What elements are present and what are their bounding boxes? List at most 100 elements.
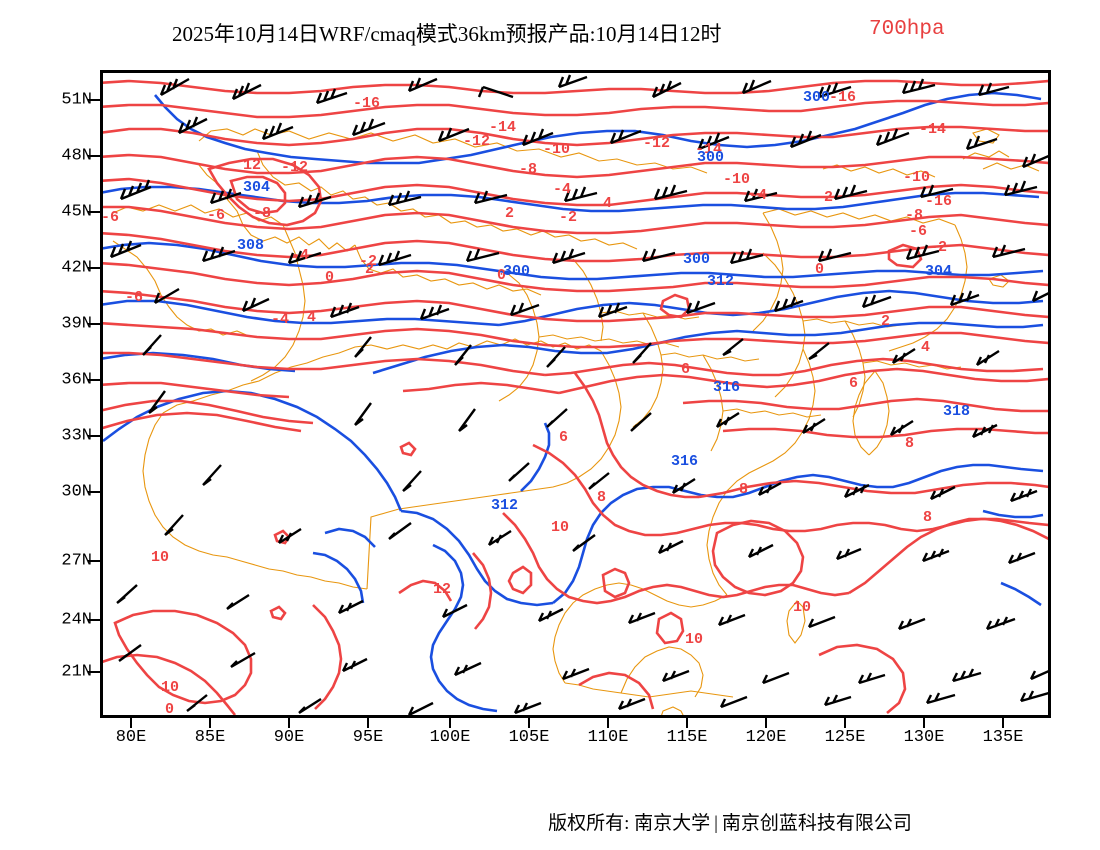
- svg-text:4: 4: [921, 339, 930, 356]
- svg-text:300: 300: [803, 89, 830, 106]
- svg-text:-8: -8: [519, 161, 537, 178]
- y-tickmark: [88, 560, 100, 562]
- svg-text:-4: -4: [553, 181, 571, 198]
- svg-text:4: 4: [307, 309, 316, 326]
- x-tickmark: [288, 718, 290, 728]
- svg-text:-14: -14: [695, 141, 722, 158]
- svg-text:-16: -16: [353, 95, 380, 112]
- isotherm-label-group: -16 -16 -16 -14 -14 -14 -12 -12 -12 -10 …: [103, 89, 952, 715]
- svg-text:-6: -6: [103, 209, 119, 226]
- x-tick-110e: 110E: [587, 728, 629, 747]
- svg-text:308: 308: [237, 237, 264, 254]
- footer-bar: 版权所有: 南京大学 | 南京创蓝科技有限公司: [0, 808, 1100, 835]
- y-tickmark: [88, 619, 100, 621]
- svg-text:10: 10: [551, 519, 569, 536]
- y-tickmark: [88, 491, 100, 493]
- svg-text:-10: -10: [723, 171, 750, 188]
- svg-text:-4: -4: [291, 247, 309, 264]
- x-tick-100e: 100E: [429, 728, 471, 747]
- svg-text:-14: -14: [919, 121, 946, 138]
- y-tickmark: [88, 379, 100, 381]
- y-tick-51n: 51N: [61, 90, 92, 110]
- svg-text:2: 2: [505, 205, 514, 222]
- svg-text:-2: -2: [559, 209, 577, 226]
- x-tick-105e: 105E: [508, 728, 550, 747]
- y-tick-42n: 42N: [61, 258, 92, 278]
- svg-text:0: 0: [325, 269, 334, 286]
- svg-text:10: 10: [161, 679, 179, 696]
- svg-text:316: 316: [671, 453, 698, 470]
- svg-text:-4: -4: [749, 187, 767, 204]
- svg-text:304: 304: [243, 179, 270, 196]
- pressure-level-label: 700hpa: [869, 18, 945, 41]
- y-tick-36n: 36N: [61, 370, 92, 390]
- y-tick-27n: 27N: [61, 551, 92, 571]
- y-tickmark: [88, 267, 100, 269]
- x-tick-120e: 120E: [745, 728, 787, 747]
- company-name: 南京创蓝科技有限公司: [721, 813, 912, 834]
- svg-text:8: 8: [739, 481, 748, 498]
- geopotential-contours-layer: [103, 91, 1044, 713]
- x-tickmark: [367, 718, 369, 728]
- svg-text:6: 6: [559, 429, 568, 446]
- x-tickmark: [844, 718, 846, 728]
- contour-labels-layer: -16 -16 -16 -14 -14 -14 -12 -12 -12 -10 …: [103, 89, 970, 715]
- svg-text:-8: -8: [253, 205, 271, 222]
- page-title: 2025年10月14日WRF/cmaq模式36km预报产品:10月14日12时: [172, 22, 722, 46]
- x-tick-130e: 130E: [903, 728, 945, 747]
- y-tickmark: [88, 435, 100, 437]
- x-tickmark: [449, 718, 451, 728]
- svg-text:-4: -4: [271, 311, 289, 328]
- y-tick-48n: 48N: [61, 146, 92, 166]
- x-tickmark: [528, 718, 530, 728]
- x-tick-115e: 115E: [666, 728, 708, 747]
- svg-text:-10: -10: [543, 141, 570, 158]
- weather-map-svg: -16 -16 -16 -14 -14 -14 -12 -12 -12 -10 …: [103, 74, 1048, 715]
- x-tick-85e: 85E: [194, 728, 226, 747]
- svg-text:-2: -2: [929, 239, 947, 256]
- svg-text:316: 316: [713, 379, 740, 396]
- svg-text:6: 6: [849, 375, 858, 392]
- svg-text:300: 300: [503, 263, 530, 280]
- y-tick-33n: 33N: [61, 426, 92, 446]
- svg-text:312: 312: [707, 273, 734, 290]
- svg-text:4: 4: [603, 195, 612, 212]
- svg-text:-16: -16: [829, 89, 856, 106]
- svg-text:-2: -2: [815, 189, 833, 206]
- y-tickmark: [88, 155, 100, 157]
- svg-text:-12: -12: [643, 135, 670, 152]
- x-tick-95e: 95E: [352, 728, 384, 747]
- svg-text:0: 0: [165, 701, 174, 715]
- y-tick-24n: 24N: [61, 610, 92, 630]
- svg-text:8: 8: [905, 435, 914, 452]
- wind-barbs-layer: [109, 74, 1048, 715]
- svg-text:-2: -2: [359, 253, 377, 270]
- svg-text:-14: -14: [489, 119, 516, 136]
- x-tickmark: [923, 718, 925, 728]
- svg-text:300: 300: [683, 251, 710, 268]
- svg-text:300: 300: [697, 149, 724, 166]
- svg-text:-16: -16: [925, 193, 952, 210]
- svg-text:-8: -8: [905, 207, 923, 224]
- svg-text:10: 10: [151, 549, 169, 566]
- svg-text:-12: -12: [463, 133, 490, 150]
- map-plot-area: -16 -16 -16 -14 -14 -14 -12 -12 -12 -10 …: [100, 70, 1051, 718]
- y-tick-21n: 21N: [61, 662, 92, 682]
- y-tickmark: [88, 211, 100, 213]
- x-tickmark: [765, 718, 767, 728]
- svg-text:-6: -6: [207, 207, 225, 224]
- footer-separator: |: [714, 813, 718, 834]
- x-tick-90e: 90E: [273, 728, 305, 747]
- svg-text:0: 0: [497, 267, 506, 284]
- svg-text:8: 8: [597, 489, 606, 506]
- svg-text:12: 12: [243, 157, 261, 174]
- svg-text:-12: -12: [281, 159, 308, 176]
- y-tickmark: [88, 323, 100, 325]
- copyright-line: 版权所有: 南京大学 | 南京创蓝科技有限公司: [548, 808, 912, 835]
- x-tick-135e: 135E: [982, 728, 1024, 747]
- svg-text:10: 10: [685, 631, 703, 648]
- x-tick-125e: 125E: [824, 728, 866, 747]
- svg-text:-10: -10: [903, 169, 930, 186]
- svg-text:-6: -6: [909, 223, 927, 240]
